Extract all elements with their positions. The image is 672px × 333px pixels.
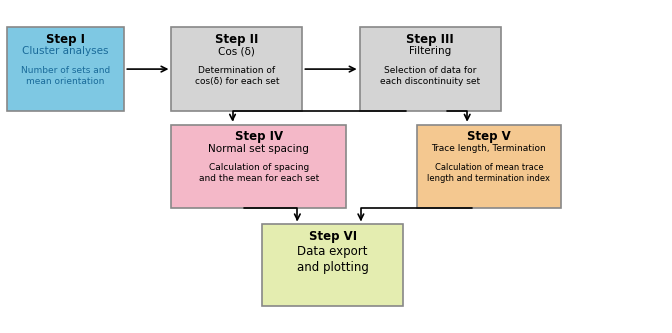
Text: Trace length, Termination: Trace length, Termination (431, 144, 546, 153)
Text: Cluster analyses: Cluster analyses (22, 46, 109, 56)
Text: Calculation of spacing
and the mean for each set: Calculation of spacing and the mean for … (199, 163, 319, 183)
Text: Data export
and plotting: Data export and plotting (297, 245, 368, 274)
FancyBboxPatch shape (262, 224, 403, 306)
Text: Step III: Step III (406, 33, 454, 46)
FancyBboxPatch shape (417, 125, 561, 208)
Text: Step VI: Step VI (308, 230, 357, 243)
Text: Step V: Step V (467, 130, 511, 143)
FancyBboxPatch shape (360, 27, 501, 111)
Text: Determination of
cos(δ) for each set: Determination of cos(δ) for each set (195, 66, 279, 86)
FancyBboxPatch shape (171, 125, 346, 208)
Text: Cos (δ): Cos (δ) (218, 46, 255, 56)
Text: Selection of data for
each discontinuity set: Selection of data for each discontinuity… (380, 66, 480, 86)
Text: Calculation of mean trace
length and termination index: Calculation of mean trace length and ter… (427, 163, 550, 183)
Text: Number of sets and
mean orientation: Number of sets and mean orientation (21, 66, 110, 86)
Text: Filtering: Filtering (409, 46, 451, 56)
Text: Step IV: Step IV (235, 130, 283, 143)
FancyBboxPatch shape (171, 27, 302, 111)
FancyBboxPatch shape (7, 27, 124, 111)
Text: Normal set spacing: Normal set spacing (208, 144, 309, 154)
Text: Step II: Step II (215, 33, 259, 46)
Text: Step I: Step I (46, 33, 85, 46)
